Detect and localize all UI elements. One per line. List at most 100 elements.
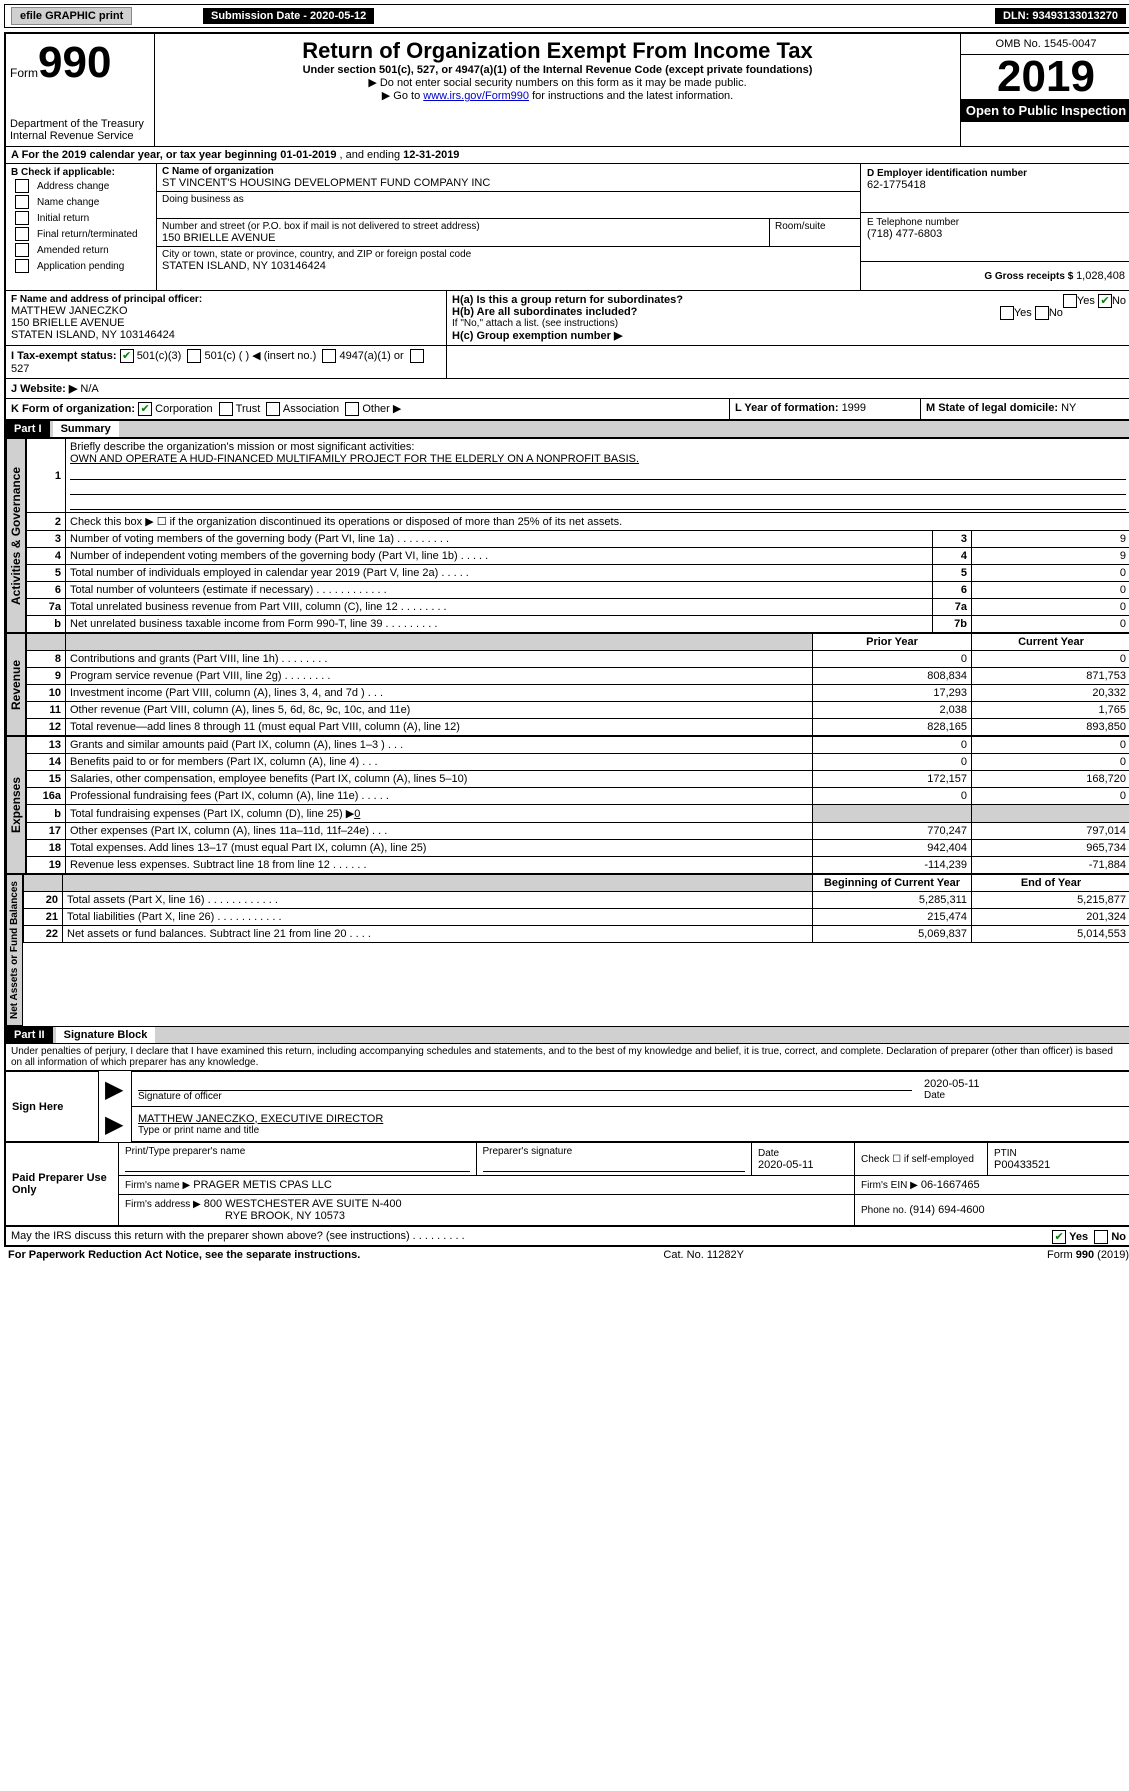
p18: 942,404 [813,840,972,857]
chk-initial[interactable] [15,211,29,225]
footer-mid: Cat. No. 11282Y [663,1249,744,1261]
c10: 20,332 [972,685,1129,702]
discuss-row: May the IRS discuss this return with the… [6,1226,1129,1245]
boy-hdr: Beginning of Current Year [813,875,972,892]
l14: Benefits paid to or for members (Part IX… [66,754,813,771]
discuss-yes[interactable] [1052,1230,1066,1244]
city-label: City or town, state or province, country… [162,249,855,260]
officer-name: MATTHEW JANECZKO [11,305,441,317]
hb-row: H(b) Are all subordinates included? Yes … [452,306,1126,318]
form-word: Form [10,66,38,80]
chk-name[interactable] [15,195,29,209]
p11: 2,038 [813,702,972,719]
chk-assoc[interactable] [266,402,280,416]
c16a: 0 [972,788,1129,805]
open-inspection: Open to Public Inspection [961,99,1129,122]
l2: Check this box ▶ ☐ if the organization d… [66,513,1129,531]
i-label: I Tax-exempt status: [11,350,117,362]
l5: Total number of individuals employed in … [66,565,933,582]
l12: Total revenue—add lines 8 through 11 (mu… [66,719,813,736]
hb-yes[interactable] [1000,306,1014,320]
submission-date: Submission Date - 2020-05-12 [203,8,374,24]
dept-treasury: Department of the Treasury [10,118,150,130]
paid-preparer: Paid Preparer Use Only [6,1143,119,1226]
b-header: B Check if applicable: [11,167,151,178]
chk-app[interactable] [15,259,29,273]
firm-addr1: 800 WESTCHESTER AVE SUITE N-400 [204,1198,402,1210]
chk-527[interactable] [410,349,424,363]
l6: Total number of volunteers (estimate if … [66,582,933,599]
ha-yes[interactable] [1063,294,1077,308]
c9: 871,753 [972,668,1129,685]
p10: 17,293 [813,685,972,702]
l21: Total liabilities (Part X, line 26) . . … [63,909,813,926]
p17: 770,247 [813,823,972,840]
chk-address[interactable] [15,179,29,193]
chk-501c[interactable] [187,349,201,363]
l8: Contributions and grants (Part VIII, lin… [66,651,813,668]
efile-button[interactable]: efile GRAPHIC print [11,7,132,25]
part1-title: Summary [53,421,119,437]
discuss-no[interactable] [1094,1230,1108,1244]
org-city: STATEN ISLAND, NY 103146424 [162,260,855,272]
l4: Number of independent voting members of … [66,548,933,565]
v6: 0 [972,582,1129,599]
p15: 172,157 [813,771,972,788]
firm-ein: 06-1667465 [921,1179,980,1191]
irs-link[interactable]: www.irs.gov/Form990 [423,90,529,102]
firm-phone-lbl: Phone no. [861,1205,909,1216]
chk-corp[interactable] [138,402,152,416]
c21: 201,324 [972,909,1129,926]
ha-no[interactable] [1098,294,1112,308]
addr-label: Number and street (or P.O. box if mail i… [162,221,764,232]
dba-label: Doing business as [162,194,855,205]
firm-addr2: RYE BROOK, NY 10573 [225,1210,345,1222]
c-name-label: C Name of organization [162,166,855,177]
l19: Revenue less expenses. Subtract line 18 … [66,857,813,874]
form-container: Form990 Department of the Treasury Inter… [4,32,1129,1247]
chk-4947[interactable] [322,349,336,363]
v4: 9 [972,548,1129,565]
l7b: Net unrelated business taxable income fr… [66,616,933,633]
chk-trust[interactable] [219,402,233,416]
chk-501c3[interactable] [120,349,134,363]
c15: 168,720 [972,771,1129,788]
officer-addr1: 150 BRIELLE AVENUE [11,317,441,329]
l17: Other expenses (Part IX, column (A), lin… [66,823,813,840]
chk-amended[interactable] [15,243,29,257]
part1-hdr: Part I [6,421,50,437]
l18: Total expenses. Add lines 13–17 (must eq… [66,840,813,857]
officer-addr2: STATEN ISLAND, NY 103146424 [11,329,441,341]
l-label: L Year of formation: [735,402,842,414]
form-subtitle: Under section 501(c), 527, or 4947(a)(1)… [159,64,956,76]
prep-date: 2020-05-11 [758,1159,848,1171]
part1-bar: Part I Summary [6,420,1129,438]
l22: Net assets or fund balances. Subtract li… [63,926,813,943]
year-formation: 1999 [842,402,866,414]
c13: 0 [972,737,1129,754]
ein-value: 62-1775418 [867,179,1125,191]
g-label: G Gross receipts $ [984,271,1076,282]
prep-sig-lbl: Preparer's signature [483,1146,746,1157]
sign-here: Sign Here [6,1072,99,1142]
c11: 1,765 [972,702,1129,719]
hb-no[interactable] [1035,306,1049,320]
part2-hdr: Part II [6,1027,53,1043]
p20: 5,285,311 [813,892,972,909]
p16a: 0 [813,788,972,805]
v3: 9 [972,531,1129,548]
l7a: Total unrelated business revenue from Pa… [66,599,933,616]
part2-bar: Part II Signature Block [6,1026,1129,1044]
p22: 5,069,837 [813,926,972,943]
eoy-hdr: End of Year [972,875,1129,892]
dln-label: DLN: 93493133013270 [995,8,1126,24]
l10: Investment income (Part VIII, column (A)… [66,685,813,702]
chk-other[interactable] [345,402,359,416]
hc-row: H(c) Group exemption number ▶ [452,329,1126,342]
sig-officer-lbl: Signature of officer [138,1091,912,1102]
ptin-lbl: PTIN [994,1148,1124,1159]
chk-final[interactable] [15,227,29,241]
c8: 0 [972,651,1129,668]
page-footer: For Paperwork Reduction Act Notice, see … [4,1247,1129,1263]
firm-name: PRAGER METIS CPAS LLC [193,1179,332,1191]
